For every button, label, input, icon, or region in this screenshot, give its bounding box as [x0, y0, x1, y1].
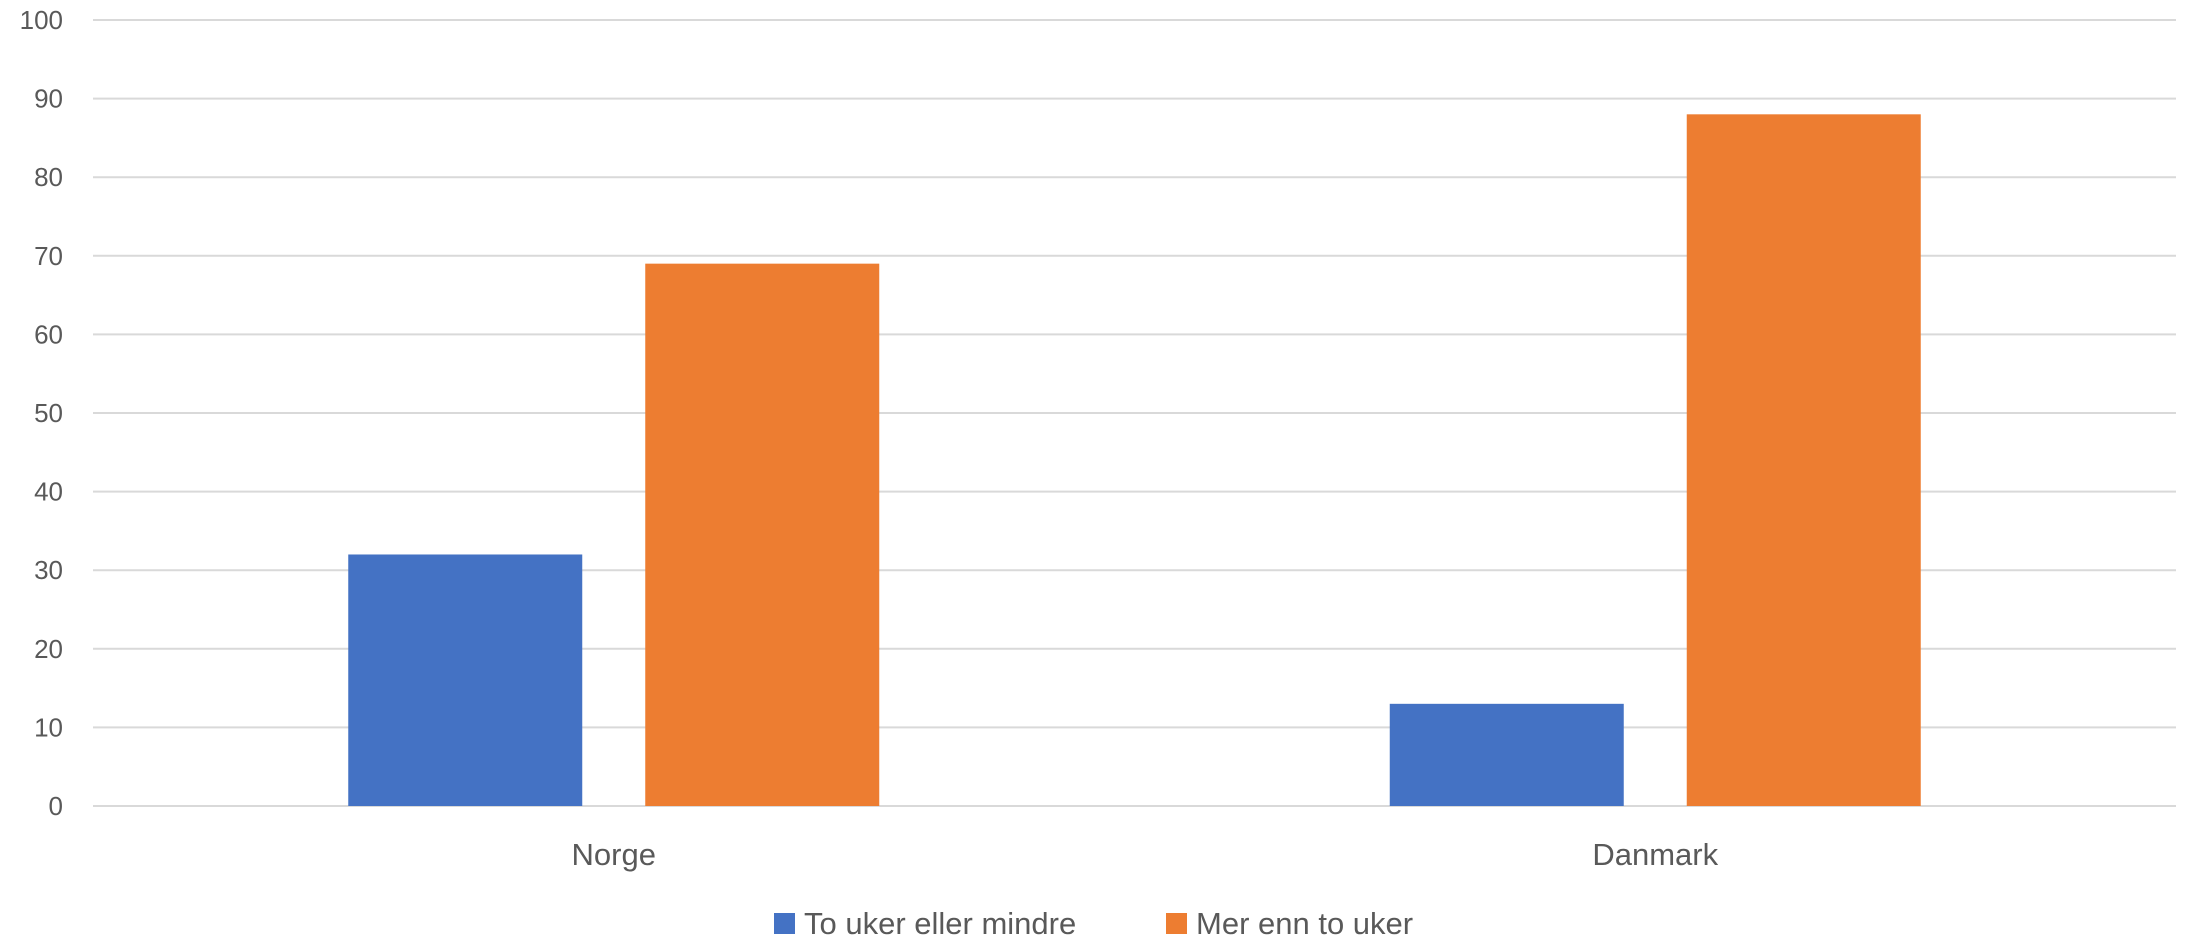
x-tick-label: Danmark — [1592, 837, 1718, 872]
bars — [348, 114, 1921, 806]
legend-swatch — [774, 913, 795, 934]
x-axis: Norge Danmark — [572, 837, 1719, 872]
y-tick-label: 10 — [34, 712, 63, 742]
y-tick-label: 90 — [34, 84, 63, 114]
y-tick-label: 50 — [34, 398, 63, 428]
bar-danmark-series-2 — [1686, 114, 1921, 806]
bar-norge-series-2 — [645, 263, 880, 806]
y-tick-label: 80 — [34, 162, 63, 192]
y-axis: 0 10 20 30 40 50 60 70 80 90 100 — [20, 5, 63, 821]
legend-swatch — [1166, 913, 1187, 934]
bar-danmark-series-1 — [1389, 703, 1624, 806]
y-tick-label: 20 — [34, 634, 63, 664]
y-tick-label: 0 — [49, 791, 63, 821]
legend-label: To uker eller mindre — [804, 906, 1076, 940]
x-tick-label: Norge — [572, 837, 656, 872]
bar-norge-series-1 — [348, 554, 583, 806]
y-tick-label: 30 — [34, 555, 63, 585]
y-tick-label: 100 — [20, 5, 63, 35]
y-tick-label: 70 — [34, 241, 63, 271]
legend-label: Mer enn to uker — [1196, 906, 1413, 940]
legend: To uker eller mindre Mer enn to uker — [774, 906, 1413, 940]
y-tick-label: 40 — [34, 477, 63, 507]
y-tick-label: 60 — [34, 319, 63, 349]
